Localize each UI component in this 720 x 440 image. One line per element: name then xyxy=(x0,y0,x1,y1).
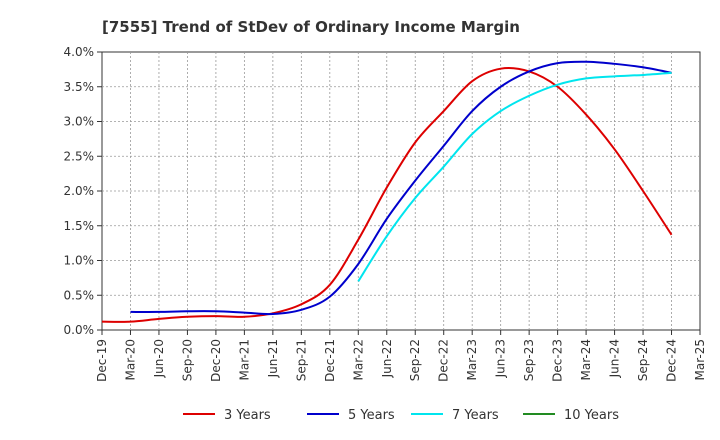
x-tick-label: Dec-21 xyxy=(323,339,337,382)
legend-label-3-years: 3 Years xyxy=(224,408,271,423)
y-tick-label: 1.0% xyxy=(64,254,95,268)
plot-frame xyxy=(101,51,701,331)
x-tick-label: Mar-24 xyxy=(579,339,593,380)
x-tick-label: Jun-23 xyxy=(494,339,508,378)
legend: 3 Years 5 Years 7 Years 10 Years xyxy=(183,408,619,423)
legend-label-5-years: 5 Years xyxy=(348,408,395,423)
x-tick-label: Sep-20 xyxy=(180,339,194,381)
x-tick-label: Mar-22 xyxy=(351,339,365,380)
x-axis-ticks: Dec-19 Mar-20 Jun-20 Sep-20 Dec-20 Mar-21 Jun-… xyxy=(95,330,707,382)
x-tick-label: Dec-20 xyxy=(209,339,223,382)
series-line-3-years xyxy=(101,67,673,323)
legend-label-10-years: 10 Years xyxy=(564,408,619,423)
x-tick-label: Dec-19 xyxy=(95,339,109,382)
x-tick-label: Dec-22 xyxy=(437,339,451,382)
y-tick-label: 2.0% xyxy=(64,184,95,198)
y-tick-label: 2.5% xyxy=(64,149,95,163)
x-tick-label: Jun-20 xyxy=(152,339,166,378)
y-tick-label: 0.5% xyxy=(64,288,95,302)
x-tick-label: Sep-22 xyxy=(408,339,422,381)
x-tick-label: Dec-24 xyxy=(665,339,679,382)
x-tick-label: Jun-21 xyxy=(266,339,280,378)
x-tick-label: Mar-20 xyxy=(123,339,137,380)
y-tick-label: 0.0% xyxy=(64,323,95,337)
x-tick-label: Jun-22 xyxy=(380,339,394,378)
chart-title: [7555] Trend of StDev of Ordinary Income… xyxy=(102,18,520,36)
x-tick-label: Mar-21 xyxy=(237,339,251,380)
series-line-7-years xyxy=(357,71,672,282)
x-tick-label: Jun-24 xyxy=(608,339,622,378)
y-tick-label: 3.5% xyxy=(64,80,95,94)
x-tick-label: Mar-25 xyxy=(693,339,707,380)
y-tick-label: 1.5% xyxy=(64,219,95,233)
x-tick-label: Sep-24 xyxy=(636,339,650,381)
legend-label-7-years: 7 Years xyxy=(452,408,499,423)
x-tick-label: Mar-23 xyxy=(465,339,479,380)
x-tick-label: Sep-21 xyxy=(294,339,308,381)
y-tick-label: 3.0% xyxy=(64,115,95,129)
x-tick-label: Dec-23 xyxy=(551,339,565,382)
series-line-5-years xyxy=(130,60,672,316)
y-tick-label: 4.0% xyxy=(64,45,95,59)
x-tick-label: Sep-23 xyxy=(522,339,536,381)
series-lines xyxy=(101,60,673,323)
plot-area xyxy=(101,51,701,331)
y-axis-ticks: 0.0% 0.5% 1.0% 1.5% 2.0% 2.5% 3.0% 3.5% 4.0% xyxy=(64,45,102,337)
